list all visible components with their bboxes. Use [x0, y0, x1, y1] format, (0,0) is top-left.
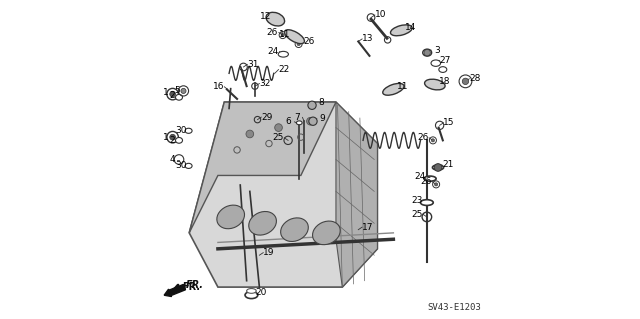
- Text: 26: 26: [420, 177, 431, 186]
- Text: 19: 19: [263, 248, 275, 257]
- Text: 28: 28: [469, 74, 481, 83]
- Polygon shape: [189, 102, 336, 233]
- Polygon shape: [189, 102, 378, 287]
- Circle shape: [434, 164, 442, 171]
- Text: 30: 30: [175, 126, 187, 135]
- Circle shape: [435, 183, 438, 186]
- Circle shape: [424, 49, 430, 56]
- Text: 21: 21: [442, 160, 453, 169]
- Text: 18: 18: [438, 78, 450, 86]
- Ellipse shape: [422, 49, 431, 56]
- Circle shape: [307, 117, 314, 125]
- Text: 24: 24: [414, 172, 426, 181]
- Text: 29: 29: [261, 113, 273, 122]
- Ellipse shape: [431, 60, 440, 66]
- Text: FR.: FR.: [182, 282, 200, 292]
- Ellipse shape: [217, 205, 244, 229]
- Text: 1: 1: [163, 133, 169, 142]
- Circle shape: [462, 78, 468, 85]
- Text: 8: 8: [319, 98, 324, 107]
- Circle shape: [246, 130, 253, 138]
- Ellipse shape: [175, 137, 182, 143]
- Ellipse shape: [312, 221, 340, 245]
- Circle shape: [181, 88, 186, 93]
- Circle shape: [308, 101, 316, 109]
- Ellipse shape: [246, 288, 256, 293]
- Text: 13: 13: [362, 34, 374, 43]
- Text: 11: 11: [279, 30, 291, 39]
- Text: 24: 24: [268, 47, 279, 56]
- Text: 9: 9: [319, 114, 325, 123]
- Text: 22: 22: [278, 65, 290, 74]
- Ellipse shape: [185, 163, 192, 168]
- Ellipse shape: [424, 176, 436, 181]
- Text: 26: 26: [303, 37, 314, 46]
- FancyArrow shape: [164, 285, 186, 297]
- Text: 7: 7: [294, 113, 300, 122]
- Circle shape: [281, 33, 284, 37]
- Text: 12: 12: [260, 12, 271, 21]
- Text: 25: 25: [411, 210, 422, 219]
- Circle shape: [297, 42, 300, 46]
- Ellipse shape: [278, 51, 289, 57]
- Text: 31: 31: [247, 60, 259, 69]
- Circle shape: [170, 134, 175, 140]
- Ellipse shape: [285, 30, 305, 44]
- Circle shape: [309, 117, 317, 125]
- Text: 20: 20: [255, 288, 267, 297]
- Text: 3: 3: [434, 46, 440, 55]
- Circle shape: [431, 139, 435, 142]
- Text: 32: 32: [259, 79, 271, 88]
- Circle shape: [275, 124, 282, 131]
- Text: 15: 15: [444, 118, 455, 127]
- Text: 23: 23: [411, 196, 422, 204]
- Ellipse shape: [175, 94, 182, 100]
- Ellipse shape: [266, 12, 285, 26]
- Text: 27: 27: [440, 56, 451, 65]
- Ellipse shape: [420, 200, 433, 205]
- Text: 5: 5: [174, 86, 180, 95]
- Text: 6: 6: [286, 117, 292, 126]
- Ellipse shape: [245, 292, 258, 299]
- Text: 30: 30: [175, 161, 187, 170]
- Ellipse shape: [185, 128, 192, 133]
- Text: 26: 26: [267, 28, 278, 37]
- Ellipse shape: [383, 84, 404, 95]
- Text: 17: 17: [362, 223, 374, 232]
- Text: 1: 1: [163, 88, 169, 97]
- Ellipse shape: [439, 67, 447, 72]
- Text: 2: 2: [170, 136, 175, 145]
- Text: FR.: FR.: [186, 280, 204, 290]
- Ellipse shape: [249, 211, 276, 235]
- Ellipse shape: [296, 121, 302, 125]
- Text: 25: 25: [272, 133, 284, 142]
- Text: 26: 26: [417, 133, 428, 142]
- Polygon shape: [336, 102, 378, 287]
- Text: 2: 2: [170, 91, 175, 100]
- Text: SV43-E1203: SV43-E1203: [427, 303, 481, 312]
- Ellipse shape: [390, 25, 412, 36]
- Text: 4: 4: [170, 155, 175, 164]
- Ellipse shape: [281, 218, 308, 241]
- Text: 11: 11: [397, 82, 409, 91]
- Ellipse shape: [433, 165, 444, 170]
- Text: 14: 14: [405, 23, 417, 32]
- Ellipse shape: [424, 79, 445, 90]
- Text: 10: 10: [375, 11, 387, 19]
- Text: 16: 16: [213, 82, 224, 91]
- Circle shape: [170, 91, 175, 97]
